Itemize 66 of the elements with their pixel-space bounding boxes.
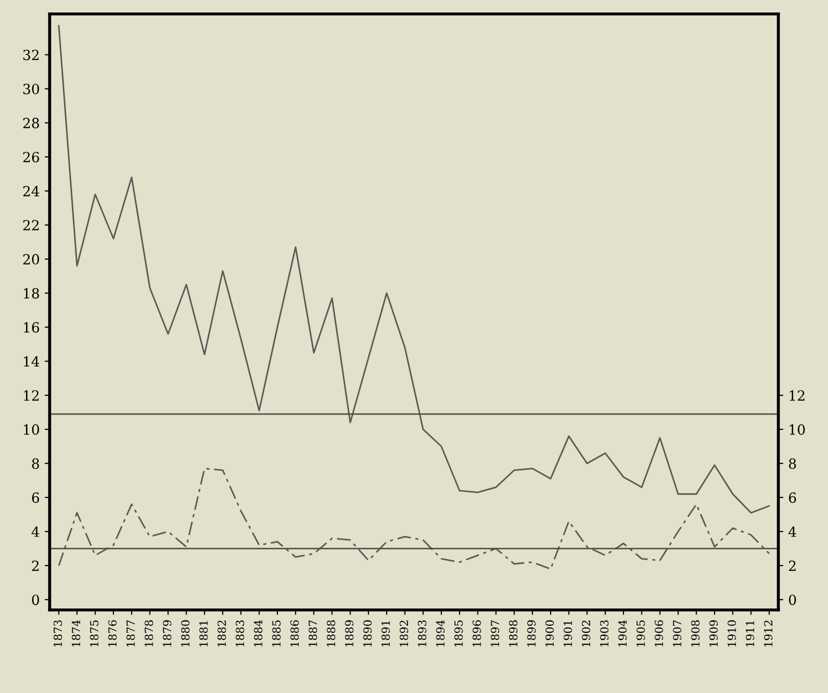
y-tick-label: 24: [23, 186, 40, 196]
x-tick-label: 1908: [691, 620, 700, 646]
x-tick-label: 1910: [728, 620, 736, 646]
y2-tick-label: 8: [788, 458, 796, 469]
x-tick-label: 1907: [672, 620, 682, 646]
x-tick-label: 1879: [162, 620, 172, 646]
x-tick-label: 1889: [345, 620, 354, 646]
x-tick-label: 1876: [108, 620, 117, 646]
y2-tick-label: 10: [790, 424, 805, 435]
x-tick-label: 1873: [54, 620, 62, 646]
x-tick-label: 1887: [308, 620, 318, 646]
y-tick-label: 12: [24, 390, 39, 401]
x-tick-label: 1904: [618, 620, 627, 646]
y-tick-label: 6: [32, 492, 40, 503]
y-tick-label: 14: [24, 356, 40, 367]
x-tick-label: 1912: [764, 620, 772, 646]
y2-tick-label: 0: [788, 594, 796, 606]
x-tick-label: 1882: [218, 620, 226, 646]
y-tick-label: 32: [23, 50, 39, 60]
x-tick-label: 1897: [490, 620, 500, 646]
x-tick-label: 1902: [582, 620, 590, 646]
y-tick-label: 10: [24, 424, 40, 435]
x-tick-label: 1890: [363, 620, 372, 646]
y-tick-label: 28: [23, 118, 40, 128]
x-tick-label: 1883: [236, 620, 244, 646]
x-tick-label: 1875: [90, 620, 98, 646]
x-tick-label: 1894: [436, 620, 445, 646]
x-tick-label: 1874: [72, 620, 80, 646]
x-tick-label: 1893: [418, 620, 426, 646]
x-tick-label: 1885: [272, 620, 281, 646]
x-tick-label: 1909: [709, 620, 718, 646]
x-tick-label: 1895: [454, 620, 463, 646]
y2-tick-label: 12: [790, 390, 804, 401]
x-tick-label: 1880: [181, 620, 190, 646]
x-tick-label: 1906: [654, 620, 664, 646]
y-tick-label: 22: [23, 220, 39, 230]
y-tick-label: 4: [32, 526, 40, 537]
y-tick-label: 2: [32, 560, 39, 571]
x-tick-label: 1891: [381, 621, 390, 646]
x-tick-label: 1878: [144, 620, 154, 646]
y-tick-label: 18: [24, 288, 40, 299]
x-tick-label: 1903: [600, 620, 608, 646]
y-tick-label: 0: [32, 594, 40, 606]
y2-tick-label: 6: [788, 492, 796, 503]
x-tick-label: 1905: [636, 620, 645, 646]
line-series: [58, 468, 770, 570]
y-tick-label: 8: [32, 458, 40, 469]
x-tick-label: 1877: [126, 620, 135, 646]
y2-tick-label: 4: [788, 526, 796, 537]
line-series: [58, 25, 770, 514]
x-tick-label: 1884: [254, 620, 262, 646]
y-tick-label: 20: [23, 254, 40, 265]
x-tick-label: 1899: [527, 620, 536, 646]
y2-tick-label: 2: [788, 560, 796, 571]
x-tick-label: 1881: [199, 621, 208, 646]
x-tick-label: 1898: [509, 620, 518, 646]
y-tick-label: 26: [23, 152, 40, 162]
y-tick-label: 16: [24, 322, 40, 333]
y-tick-label: 30: [23, 84, 40, 94]
x-tick-label: 1901: [564, 621, 572, 646]
x-tick-label: 1896: [472, 620, 481, 646]
x-tick-label: 1892: [400, 620, 408, 646]
x-tick-label: 1911: [746, 621, 754, 646]
x-tick-label: 1888: [326, 620, 336, 646]
x-tick-label: 1886: [290, 620, 299, 646]
x-tick-label: 1900: [545, 620, 554, 646]
